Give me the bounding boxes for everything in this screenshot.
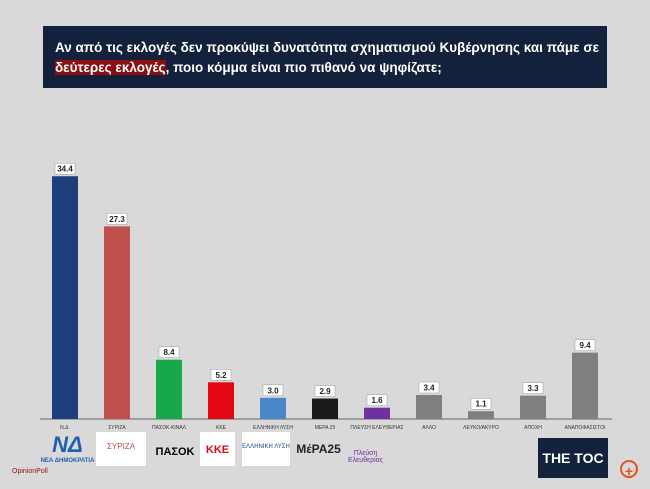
data-label: 3.0 <box>267 386 279 395</box>
bar <box>312 398 338 419</box>
bar <box>208 382 234 419</box>
bar <box>416 395 442 419</box>
data-label-box <box>522 382 544 394</box>
category-label: ΕΛΛΗΝΙΚΗ ΛΥΣΗ <box>253 425 293 431</box>
data-label-box <box>418 381 440 394</box>
category-label: ΠΑΣΟΚ-ΚΙΝΑΛ <box>152 425 187 431</box>
title-text-end: , ποιο κόμμα είναι πιο πιθανό να ψηφίζατ… <box>165 60 442 75</box>
bar <box>52 176 78 419</box>
category-label: ΑΝΑΠΟΦΑΣΙΣΤΟΙ <box>565 425 606 431</box>
data-label-box <box>210 369 232 381</box>
zoom-in-icon[interactable]: + <box>620 460 638 479</box>
opinionpoll-logo: OpinionPoll <box>12 468 48 475</box>
data-label: 27.3 <box>109 215 125 224</box>
title-text: Αν από τις εκλογές δεν προκύψει δυνατότη… <box>55 40 599 55</box>
category-label: ΣΥΡΙΖΑ <box>108 425 126 431</box>
logo-nd: ΝΔ ΝΕΑ ΔΗΜΟΚΡΑΤΙΑ <box>40 432 95 464</box>
data-label-box <box>158 346 180 358</box>
category-label: ΛΕΥΚΟ/ΑΚΥΡΟ <box>463 425 499 431</box>
category-label: Ν.Δ. <box>60 425 70 431</box>
data-label: 34.4 <box>57 165 73 174</box>
category-label: ΑΠΟΧΗ <box>524 425 542 431</box>
bar <box>156 359 182 419</box>
category-label: ΚΚΕ <box>216 425 227 431</box>
logo-syriza: ΣΥΡΙΖΑ <box>96 432 146 466</box>
data-label: 9.4 <box>579 341 591 350</box>
data-label-box <box>106 213 128 225</box>
category-label: ΑΛΛΟ <box>422 425 436 431</box>
data-label-box <box>262 384 284 397</box>
data-label-box <box>314 385 336 397</box>
data-label-box <box>54 162 76 175</box>
data-label: 5.2 <box>215 371 227 380</box>
data-label: 2.9 <box>319 387 331 396</box>
logo-plefsi: Πλεύση Ελευθερίας <box>347 450 384 464</box>
category-label: ΜΕΡΑ 25 <box>315 425 336 431</box>
bar <box>104 226 130 419</box>
data-label: 3.4 <box>423 384 435 393</box>
bar <box>260 397 286 419</box>
logo-mera25: ΜέΡΑ25 <box>296 442 341 456</box>
logo-elliniki-lysi: ΕΛΛΗΝΙΚΗ ΛΥΣΗ <box>242 432 290 466</box>
bar <box>520 395 546 419</box>
data-label-box <box>470 397 492 410</box>
data-label: 1.6 <box>371 396 383 405</box>
data-label: 3.3 <box>527 384 539 393</box>
logo-kke: ΚΚΕ <box>200 432 235 466</box>
chart-title: Αν από τις εκλογές δεν προκύψει δυνατότη… <box>43 26 607 88</box>
the-toc-logo: THE TOC <box>538 438 608 478</box>
data-label-box <box>574 339 596 351</box>
bar <box>468 411 494 419</box>
data-label: 8.4 <box>163 348 175 357</box>
logo-pasok: ΠΑΣΟΚ <box>155 446 195 458</box>
category-label: ΠΛΕΥΣΗ ΕΛΕΥΘΕΡΙΑΣ <box>350 425 403 431</box>
bar <box>364 407 390 419</box>
bar <box>572 352 598 419</box>
title-highlight: δεύτερες εκλογές <box>55 60 166 75</box>
bar-chart: 34.4 Ν.Δ. 27.3 ΣΥΡΙΖΑ 8.4 ΠΑΣΟΚ-ΚΙΝΑΛ 5.2 ΚΚΕ 3.… <box>40 162 612 431</box>
data-label: 1.1 <box>475 400 487 409</box>
data-label-box <box>366 394 388 406</box>
